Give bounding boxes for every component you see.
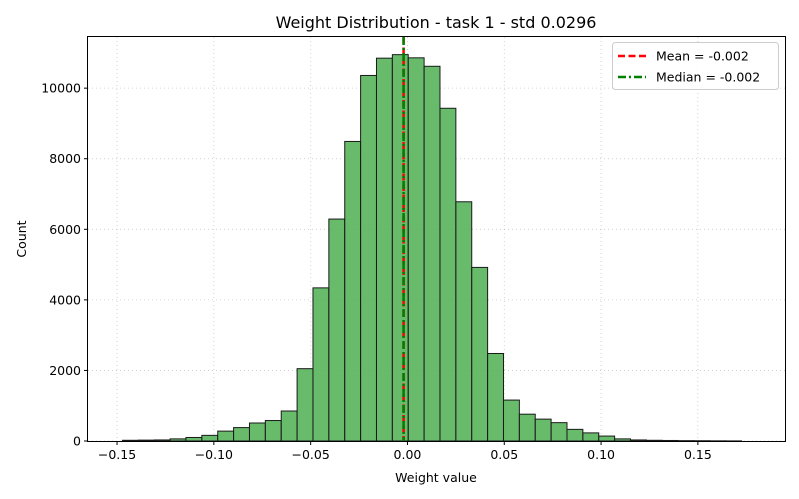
x-tick-label: 0.15 (684, 447, 712, 462)
histogram-bar (217, 430, 235, 442)
histogram-bar (518, 413, 536, 442)
x-tick-label: 0.00 (394, 447, 422, 462)
histogram-bar (614, 438, 631, 442)
histogram-bar (598, 435, 616, 442)
x-axis-ticks: −0.15 −0.10 −0.05 0.00 0.05 0.10 0.15 (98, 441, 712, 462)
histogram-bar (534, 418, 552, 442)
histogram-bar (137, 439, 155, 442)
y-axis-label: Count (14, 220, 29, 257)
x-tick-label: 0.10 (587, 447, 615, 462)
histogram-bar (153, 439, 171, 442)
histogram-bar (487, 352, 504, 442)
histogram-bar (312, 287, 330, 442)
histogram-bar (296, 368, 314, 442)
y-tick-label: 8000 (49, 151, 81, 166)
legend-median-label: Median = -0.002 (656, 70, 760, 85)
y-tick-label: 10000 (41, 81, 81, 96)
y-tick-label: 0 (73, 434, 81, 449)
histogram-bar (661, 439, 679, 442)
y-tick-label: 6000 (49, 222, 81, 237)
histogram-bar (502, 399, 520, 442)
histogram-bar (471, 266, 489, 442)
histogram-bar (582, 432, 600, 442)
histogram-bar (455, 201, 473, 442)
histogram-bar (248, 422, 266, 442)
histogram-bar (185, 436, 203, 442)
x-tick-label: −0.10 (195, 447, 233, 462)
y-tick-label: 4000 (49, 292, 81, 307)
histogram-bar (169, 438, 187, 442)
histogram-bar (439, 107, 457, 442)
chart-title: Weight Distribution - task 1 - std 0.029… (276, 13, 597, 32)
histogram-bar (566, 428, 584, 442)
x-axis-label: Weight value (395, 470, 477, 485)
legend: Mean = -0.002 Median = -0.002 (612, 42, 779, 90)
histogram-bar (407, 57, 425, 442)
histogram-bar (121, 439, 139, 442)
legend-mean-label: Mean = -0.002 (656, 49, 749, 64)
histogram-bar (423, 65, 441, 442)
x-tick-label: −0.15 (98, 447, 136, 462)
histogram-bar (375, 57, 393, 442)
histogram-bar (629, 439, 647, 442)
histogram-bar (233, 427, 250, 442)
histogram-bar (391, 54, 409, 442)
histogram-bar (344, 140, 362, 442)
histogram-bar (360, 74, 377, 442)
histogram-bars (121, 54, 743, 442)
plot-frame (87, 36, 786, 442)
histogram-bar (201, 434, 219, 442)
histogram-bar (645, 439, 663, 442)
histogram-bar (550, 422, 568, 442)
histogram-bar (264, 420, 282, 442)
legend-box (612, 42, 779, 90)
histogram-bar (328, 218, 346, 442)
x-tick-label: 0.05 (490, 447, 518, 462)
y-axis-ticks: 0 2000 4000 6000 8000 10000 (41, 81, 88, 449)
histogram-bar (280, 410, 298, 442)
y-tick-label: 2000 (49, 363, 81, 378)
x-tick-label: −0.05 (291, 447, 329, 462)
